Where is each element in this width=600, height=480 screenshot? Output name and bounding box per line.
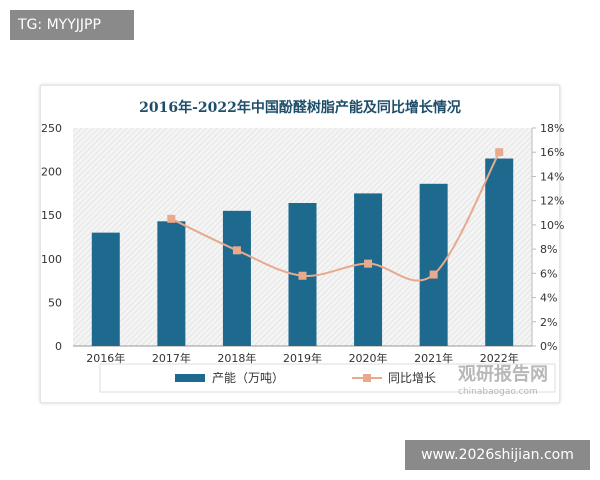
right-tick-label: 8% [540,243,557,256]
right-tick-label: 4% [540,292,557,305]
x-tick-label: 2016年 [86,351,125,365]
right-tick-label: 10% [540,219,564,232]
growth-point-3 [364,259,373,268]
left-tick-label: 150 [41,209,62,222]
left-tick-label: 200 [41,166,62,179]
left-tick-label: 0 [55,340,62,353]
chart-title: 2016年-2022年中国酚醛树脂产能及同比增长情况 [139,99,461,116]
left-tick-label: 50 [48,296,62,309]
growth-point-5 [495,148,504,157]
watermark-bottom-right: www.2026shijian.com [405,440,590,470]
x-tick-label: 2020年 [349,351,388,365]
x-tick-label: 2017年 [152,351,191,365]
legend-bar-swatch [175,374,205,382]
right-tick-label: 0% [540,340,557,353]
x-tick-label: 2021年 [414,351,453,365]
legend-bar-label: 产能（万吨） [212,371,284,385]
x-tick-label: 2019年 [283,351,322,365]
bar-1 [157,221,186,346]
x-tick-label: 2018年 [217,351,256,365]
legend-line-label: 同比增长 [388,371,436,385]
growth-point-0 [167,214,176,223]
logo-watermark: 观研报告网 [458,363,548,385]
right-tick-label: 18% [540,122,564,135]
growth-point-1 [232,246,241,255]
right-tick-label: 14% [540,170,564,183]
logo-url-watermark: chinabaogao.com [458,387,538,397]
x-tick-label: 2022年 [480,351,519,365]
watermark-top-left: TG: MYYJJPP [10,10,134,40]
growth-point-2 [298,271,307,280]
bar-0 [91,232,120,346]
bar-5 [419,183,448,346]
bar-4 [354,193,383,346]
left-tick-label: 250 [41,122,62,135]
right-tick-label: 2% [540,316,557,329]
bar-2 [222,210,251,346]
right-tick-label: 6% [540,267,557,280]
left-tick-label: 100 [41,253,62,266]
right-tick-label: 12% [540,195,564,208]
legend-line-marker [363,374,371,382]
right-tick-label: 16% [540,146,564,159]
bar-6 [485,158,514,346]
growth-point-4 [429,270,438,279]
